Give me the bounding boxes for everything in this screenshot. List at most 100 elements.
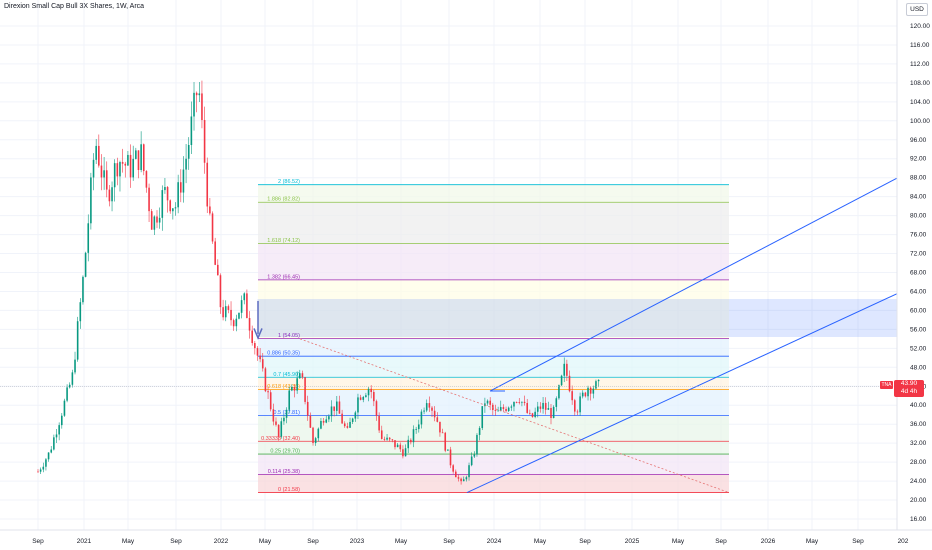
candle-body <box>283 417 285 422</box>
time-tick-label: May <box>259 538 272 545</box>
symbol-tag: TNA <box>880 381 893 389</box>
candle-body <box>383 438 386 440</box>
candle-body <box>187 145 190 159</box>
candle-body <box>224 306 227 318</box>
candle-body <box>346 426 349 428</box>
candle-body <box>314 438 317 444</box>
candle-body <box>243 293 246 301</box>
candle-body <box>55 434 58 438</box>
price-tick-label: 112.00 <box>910 61 930 68</box>
price-tick-label: 40.00 <box>910 402 927 409</box>
candle-body <box>232 320 235 327</box>
candle-body <box>455 471 457 478</box>
arrow-head <box>253 328 263 340</box>
candle-body <box>132 158 134 178</box>
price-tick-label: 32.00 <box>910 440 927 447</box>
candle-body <box>124 163 127 166</box>
candle-body <box>206 162 209 207</box>
candle-body <box>66 387 68 401</box>
candle-body <box>560 375 563 386</box>
candle-body <box>53 437 55 450</box>
candle-body <box>539 406 542 409</box>
candle-body <box>365 395 367 397</box>
current-price-tag: 43.90 4d 4h <box>894 380 924 397</box>
candle-body <box>142 144 145 172</box>
fib-zone <box>258 377 729 390</box>
candle-body <box>341 413 343 424</box>
fib-zone <box>258 279 729 339</box>
price-tick-label: 64.00 <box>910 288 927 295</box>
candle-body <box>238 312 240 319</box>
fib-zone <box>258 474 729 493</box>
candle-body <box>523 401 526 404</box>
candle-body <box>412 429 415 443</box>
candle-body <box>499 407 502 411</box>
candle-body <box>190 116 193 146</box>
candle-body <box>536 406 539 412</box>
candle-body <box>589 387 592 394</box>
candle-body <box>373 392 375 402</box>
candle-body <box>494 409 497 411</box>
candle-body <box>256 348 259 356</box>
candle-body <box>476 434 478 455</box>
candle-body <box>259 355 261 360</box>
candle-body <box>301 373 304 378</box>
current-price: 43.90 <box>900 380 918 387</box>
price-tick-label: 28.00 <box>910 459 927 466</box>
candle-body <box>84 252 87 277</box>
candle-body <box>460 478 462 482</box>
candle-body <box>513 402 515 407</box>
time-tick-label: Sep <box>170 538 182 545</box>
fib-level-label: 2 (86.52) <box>278 179 300 185</box>
candle-body <box>425 403 428 411</box>
time-tick-label: May <box>806 538 819 545</box>
price-tick-label: 80.00 <box>910 213 927 220</box>
candle-body <box>328 416 330 420</box>
candle-body <box>544 402 547 410</box>
candle-body <box>386 437 388 440</box>
candle-body <box>217 264 219 276</box>
candle-body <box>404 448 407 457</box>
price-tick-label: 72.00 <box>910 251 927 258</box>
candle-body <box>261 359 264 369</box>
price-tick-label: 16.00 <box>910 516 927 523</box>
chart-title: Direxion Small Cap Bull 3X Shares, 1W, A… <box>4 3 145 10</box>
currency-button[interactable]: USD <box>906 3 928 16</box>
candle-body <box>209 206 211 214</box>
candle-body <box>198 93 201 96</box>
fib-zone <box>258 338 729 357</box>
candle-body <box>100 165 103 178</box>
fib-zone <box>258 389 729 416</box>
candle-body <box>164 187 166 191</box>
candle-body <box>79 302 82 322</box>
price-tick-label: 108.00 <box>910 80 930 87</box>
candle-body <box>584 392 587 397</box>
candle-body <box>179 182 182 193</box>
candle-body <box>510 406 513 408</box>
candle-body <box>351 418 354 422</box>
candle-body <box>558 385 560 399</box>
candle-body <box>343 423 346 427</box>
candle-body <box>185 158 187 170</box>
fib-level-label: 0.886 (50.35) <box>267 351 300 357</box>
candle-body <box>407 439 410 449</box>
price-tick-label: 52.00 <box>910 345 927 352</box>
price-tick-label: 56.00 <box>910 326 927 333</box>
candle-body <box>529 412 531 414</box>
candle-body <box>240 300 243 313</box>
candle-body <box>587 387 589 397</box>
supply-zone <box>257 299 898 337</box>
candle-body <box>254 343 256 349</box>
candle-body <box>148 187 150 212</box>
candle-body <box>201 93 203 121</box>
candle-body <box>470 456 473 466</box>
candle-body <box>298 373 301 379</box>
candle-body <box>521 401 523 403</box>
candle-body <box>158 217 161 223</box>
candle-body <box>74 359 76 373</box>
price-tick-label: 24.00 <box>910 478 927 485</box>
fib-zone <box>258 415 729 442</box>
fib-level-label: 1.382 (66.45) <box>267 274 300 280</box>
candle-body <box>129 154 132 178</box>
